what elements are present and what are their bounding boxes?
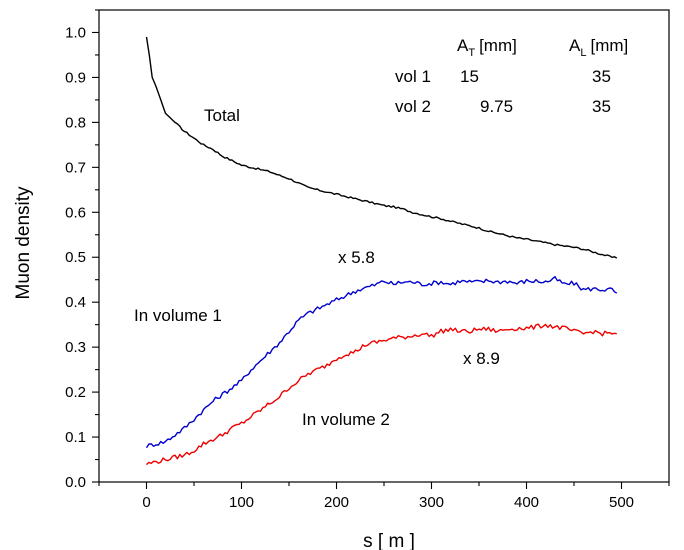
x-tick-label: 400 — [514, 494, 539, 511]
y-tick-label: 0.8 — [65, 114, 86, 131]
table-row-1-label: vol 1 — [395, 67, 431, 86]
y-tick-label: 0.9 — [65, 69, 86, 86]
y-tick-label: 0.2 — [65, 384, 86, 401]
x-tick-label: 300 — [419, 494, 444, 511]
annotation-in-volume-1: In volume 1 — [134, 306, 222, 325]
table-row-1-al: 35 — [592, 67, 611, 86]
y-tick-label: 0.6 — [65, 204, 86, 221]
annotation-in-volume-2: In volume 2 — [302, 410, 390, 429]
x-tick-label: 500 — [609, 494, 634, 511]
annotation-total: Total — [204, 106, 240, 125]
x-axis-title: s [ m ] — [363, 531, 415, 550]
y-tick-label: 0.7 — [65, 159, 86, 176]
series-lines — [145, 36, 618, 466]
series-line-volume-2 — [146, 323, 617, 466]
y-tick-label: 0.4 — [65, 294, 86, 311]
annotation-scale-vol1: x 5.8 — [338, 248, 375, 267]
y-axis-title: Muon density — [13, 186, 34, 300]
y-tick-label: 0.0 — [65, 474, 86, 491]
table-row-2-al: 35 — [592, 97, 611, 116]
table-row-2-at: 9.75 — [480, 97, 513, 116]
x-tick-label: 200 — [324, 494, 349, 511]
series-line-total — [145, 36, 618, 259]
y-tick-label: 0.5 — [65, 249, 86, 266]
table-header-at: AT [mm] — [457, 36, 517, 59]
parameter-table: AT [mm] AL [mm] vol 1 15 35 vol 2 9.75 35 — [395, 36, 628, 116]
x-tick-label: 0 — [142, 494, 150, 511]
y-tick-label: 0.3 — [65, 339, 86, 356]
table-row-2-label: vol 2 — [395, 97, 431, 116]
x-tick-label: 100 — [229, 494, 254, 511]
table-header-al: AL [mm] — [569, 36, 628, 59]
annotation-scale-vol2: x 8.9 — [463, 349, 500, 368]
y-tick-label: 1.0 — [65, 24, 86, 41]
table-row-1-at: 15 — [460, 67, 479, 86]
axis-ticks: 0 100 200 300 400 500 0.0 0.1 0.2 0.3 0.4 0.5 0.6 0.7… — [65, 9, 670, 511]
y-tick-label: 0.1 — [65, 429, 86, 446]
series-line-volume-1 — [145, 276, 618, 449]
